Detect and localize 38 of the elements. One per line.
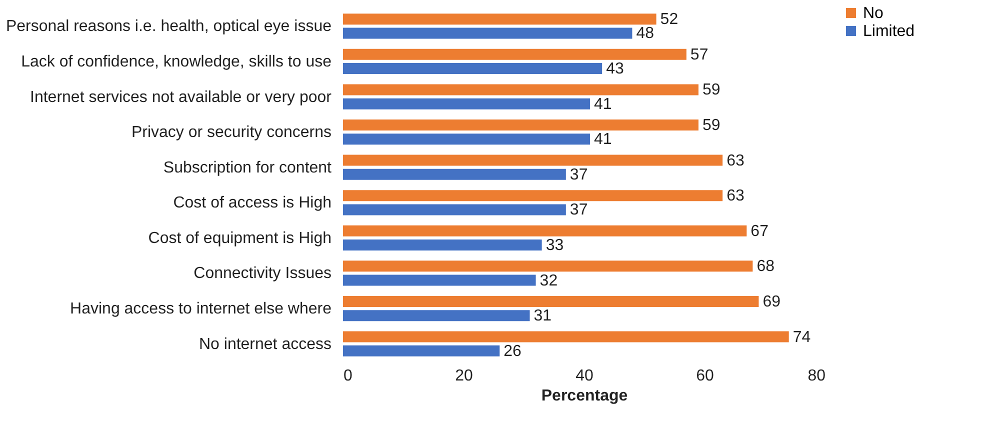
y-tick-label: Cost of access is High	[173, 194, 332, 212]
y-tick-label: Lack of confidence, knowledge, skills to use	[21, 53, 332, 70]
data-label: 59	[702, 117, 720, 134]
data-label: 68	[756, 258, 775, 276]
data-label: 52	[660, 11, 678, 28]
y-tick-label: Cost of equipment is High	[148, 230, 332, 247]
x-tick-label: 40	[576, 368, 594, 384]
data-label: 33	[546, 237, 564, 254]
y-tick-label: Privacy or security concerns	[131, 124, 332, 142]
data-label: 59	[702, 82, 720, 99]
data-label: 37	[570, 166, 588, 184]
legend-label: No	[863, 5, 884, 22]
data-label: 26	[504, 342, 522, 360]
data-label: 69	[762, 293, 781, 310]
data-label: 57	[690, 46, 708, 64]
data-label: 41	[594, 96, 612, 113]
y-tick-label: Personal reasons i.e. health, optical eye issue	[6, 18, 332, 36]
data-label: 37	[570, 202, 588, 219]
x-tick-label: 60	[696, 368, 714, 384]
x-tick-label: 20	[455, 368, 473, 384]
data-label: 41	[594, 131, 612, 148]
x-tick-label: 0	[344, 368, 352, 384]
y-tick-label: Connectivity Issues	[194, 265, 332, 282]
data-label: 43	[606, 60, 624, 78]
data-label: 63	[726, 152, 744, 170]
legend-label: Limited	[863, 23, 915, 40]
data-label: 63	[726, 188, 744, 205]
y-tick-label: Subscription for content	[163, 159, 332, 176]
x-axis-title: Percentage	[541, 388, 628, 404]
y-tick-label: Having access to internet else where	[70, 300, 332, 318]
x-tick-label: 80	[808, 368, 826, 384]
data-label: 48	[636, 25, 654, 42]
y-tick-label: No internet access	[198, 336, 332, 353]
y-tick-label: Internet services not available or very poor	[30, 88, 332, 106]
data-label: 32	[540, 272, 558, 290]
data-label: 74	[792, 328, 811, 346]
data-label: 31	[534, 308, 552, 325]
data-label: 67	[750, 222, 769, 240]
